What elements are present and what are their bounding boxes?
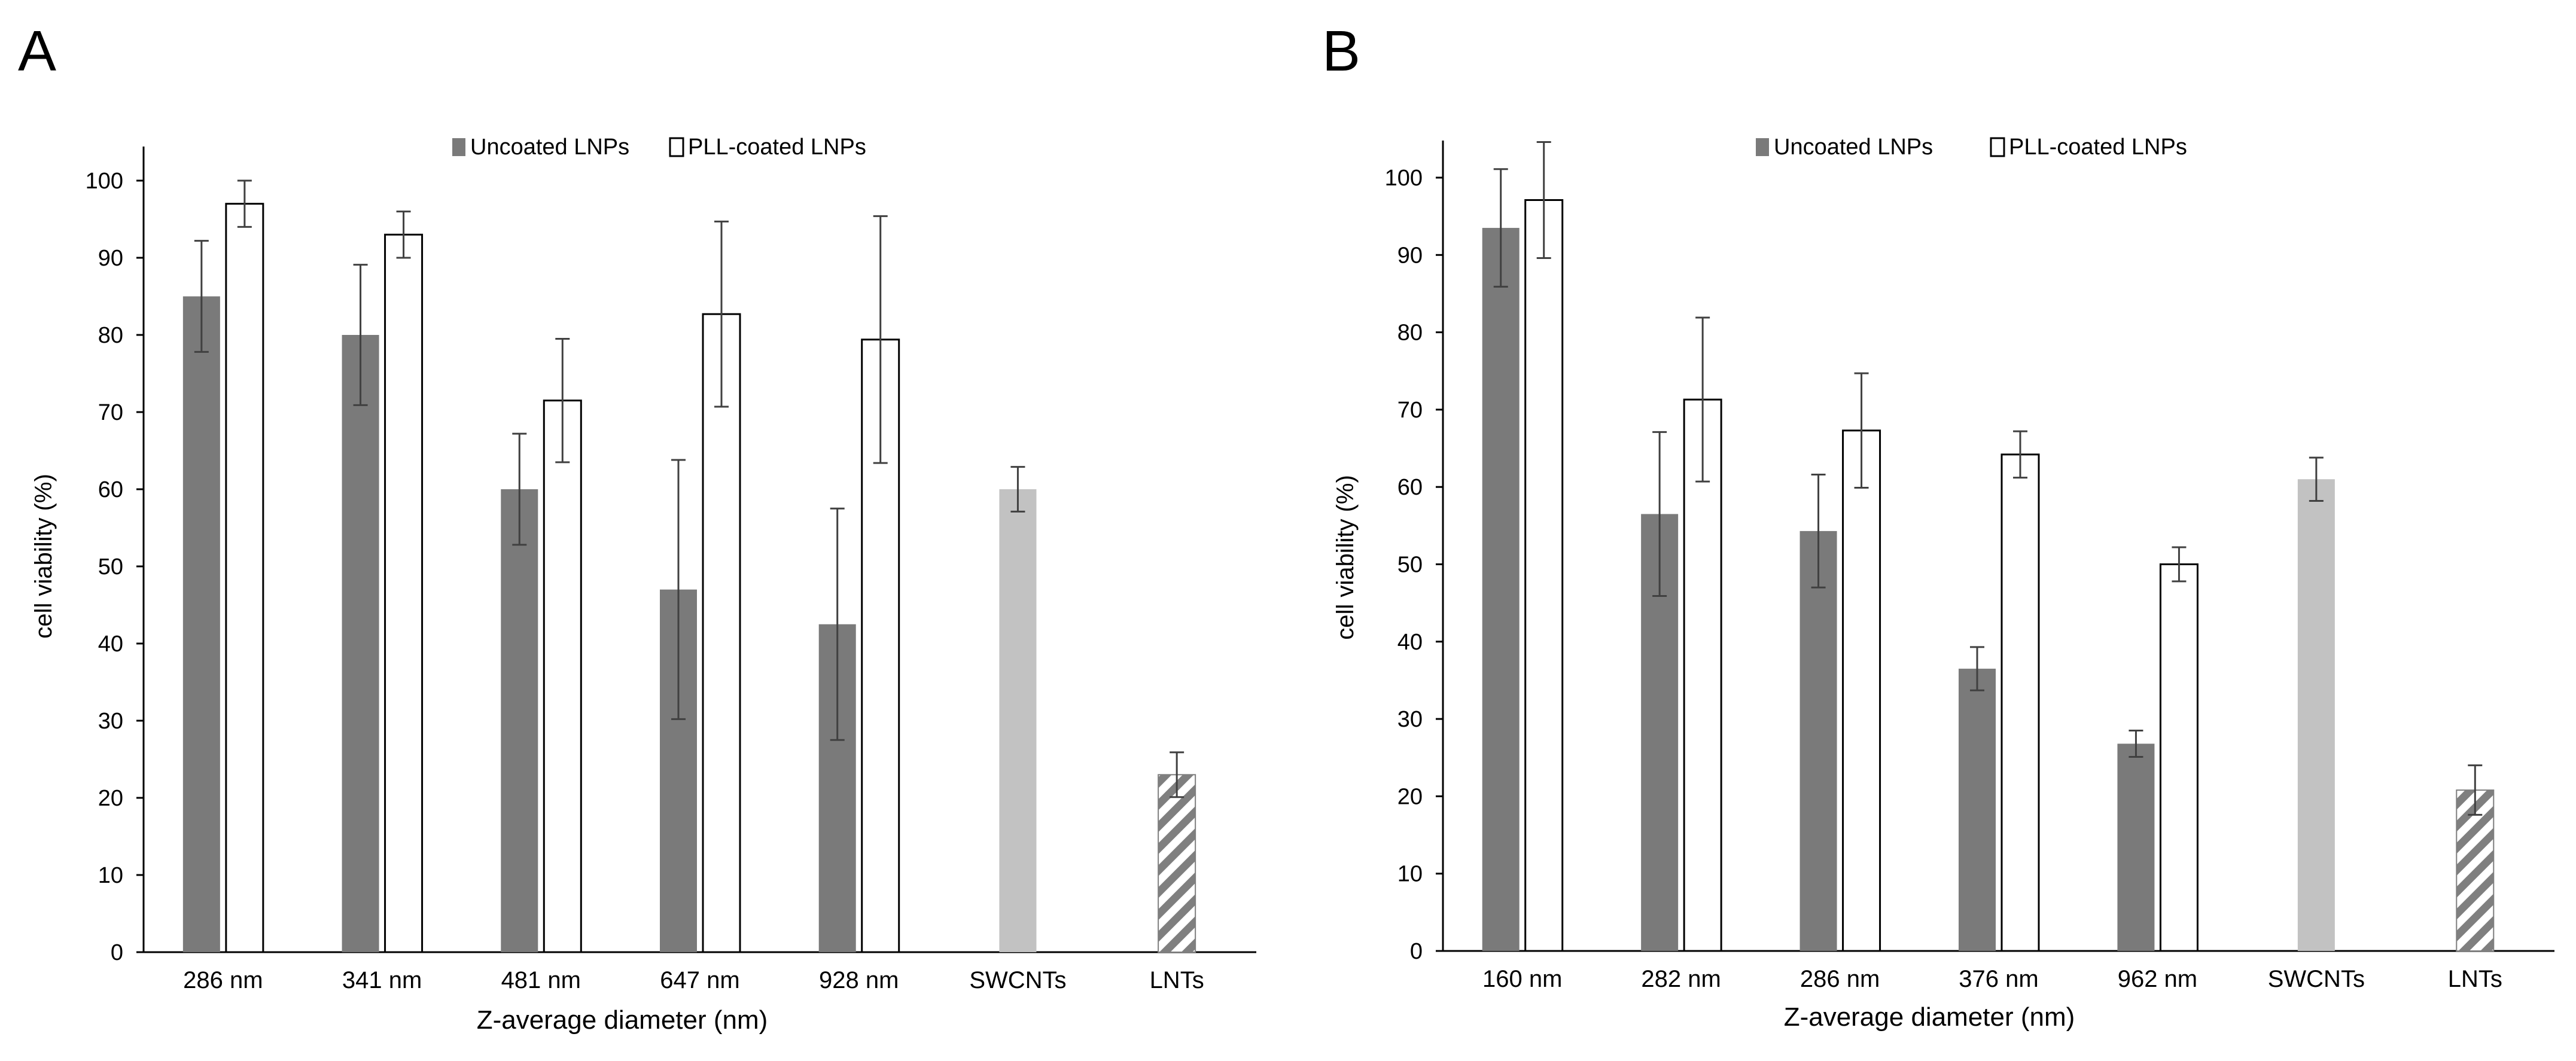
y-tick-label-b: 70 — [1397, 398, 1423, 423]
bar-coated-a — [225, 203, 264, 953]
y-tick-label-a: 100 — [86, 169, 123, 194]
y-tick-label-b: 30 — [1397, 707, 1423, 732]
x-tick-label-b: 962 nm — [2118, 966, 2197, 992]
bar-uncoated-b — [1799, 530, 1837, 951]
bar-uncoated-b — [2117, 743, 2155, 951]
bar-lnt-a — [1158, 774, 1196, 953]
x-tick-label-b: 282 nm — [1641, 966, 1721, 992]
bar-uncoated-a — [182, 296, 220, 952]
bar-coated-b — [1524, 199, 1564, 952]
y-tick-label-b: 100 — [1385, 166, 1423, 191]
y-tick-label-b: 80 — [1397, 321, 1423, 346]
x-tick-label-a: 481 nm — [501, 967, 581, 993]
x-tick-label-a: 341 nm — [342, 967, 422, 993]
y-tick-label-b: 60 — [1397, 475, 1423, 500]
panel-label-a: A — [18, 19, 56, 83]
bar-swcnt-a — [999, 489, 1037, 952]
legend-b: Uncoated LNPs PLL-coated LNPs — [1756, 135, 2187, 160]
y-tick-label-a: 40 — [98, 632, 123, 657]
x-tick-label-a: SWCNTs — [969, 967, 1066, 993]
bar-uncoated-b — [1959, 669, 1996, 951]
x-axis-title-b: Z-average diameter (nm) — [1784, 1002, 2075, 1032]
y-tick-label-b: 20 — [1397, 784, 1423, 809]
x-tick-label-a: 928 nm — [819, 967, 899, 993]
chart-a: Uncoated LNPs PLL-coated LNPs cell viabi… — [31, 135, 1256, 1035]
bar-coated-a — [702, 313, 741, 953]
y-tick-label-a: 20 — [98, 786, 123, 811]
y-tick-label-a: 50 — [98, 554, 123, 580]
y-tick-label-b: 50 — [1397, 553, 1423, 578]
bar-coated-a — [384, 233, 424, 953]
bar-coated-b — [1842, 429, 1881, 952]
bar-swcnt-b — [2297, 479, 2335, 951]
y-axis-title-b: cell viability (%) — [1332, 475, 1359, 640]
x-tick-label-a: LNTs — [1150, 967, 1204, 993]
x-tick-label-b: SWCNTs — [2268, 966, 2365, 992]
legend-label-uncoated-a: Uncoated LNPs — [470, 135, 629, 160]
y-tick-label-a: 90 — [98, 246, 123, 271]
bar-uncoated-b — [1482, 228, 1520, 951]
legend-label-coated-b: PLL-coated LNPs — [2009, 135, 2187, 160]
bar-coated-a — [543, 400, 582, 953]
legend-swatch-coated-a — [669, 137, 684, 157]
legend-swatch-uncoated-b — [1756, 138, 1769, 156]
legend-swatch-uncoated-a — [452, 138, 465, 156]
bar-uncoated-a — [501, 489, 538, 952]
y-tick-label-a: 10 — [98, 863, 123, 888]
bar-uncoated-a — [342, 335, 379, 952]
y-tick-label-b: 10 — [1397, 862, 1423, 887]
y-tick-label-a: 70 — [98, 400, 123, 425]
x-tick-label-b: 376 nm — [1959, 966, 2038, 992]
x-tick-label-b: 286 nm — [1800, 966, 1880, 992]
x-tick-label-b: 160 nm — [1482, 966, 1562, 992]
y-tick-label-a: 80 — [98, 323, 123, 348]
chart-b: Uncoated LNPs PLL-coated LNPs cell viabi… — [1332, 135, 2554, 1032]
legend-a: Uncoated LNPs PLL-coated LNPs — [452, 135, 866, 160]
bar-coated-b — [2000, 453, 2040, 952]
y-tick-label-b: 40 — [1397, 630, 1423, 655]
panel-label-b: B — [1322, 19, 1360, 83]
y-tick-label-a: 0 — [111, 940, 123, 965]
x-tick-label-a: 286 nm — [183, 967, 263, 993]
y-axis-title-a: cell viability (%) — [31, 474, 57, 639]
legend-swatch-coated-b — [1990, 137, 2005, 157]
legend-label-coated-a: PLL-coated LNPs — [688, 135, 866, 160]
y-tick-label-a: 60 — [98, 477, 123, 502]
x-axis-title-a: Z-average diameter (nm) — [477, 1005, 768, 1035]
y-tick-label-a: 30 — [98, 709, 123, 734]
y-tick-label-b: 0 — [1410, 939, 1423, 964]
y-tick-label-b: 90 — [1397, 243, 1423, 268]
legend-label-uncoated-b: Uncoated LNPs — [1774, 135, 1933, 160]
x-tick-label-b: LNTs — [2448, 966, 2502, 992]
x-tick-label-a: 647 nm — [660, 967, 739, 993]
bar-coated-b — [2159, 563, 2199, 952]
